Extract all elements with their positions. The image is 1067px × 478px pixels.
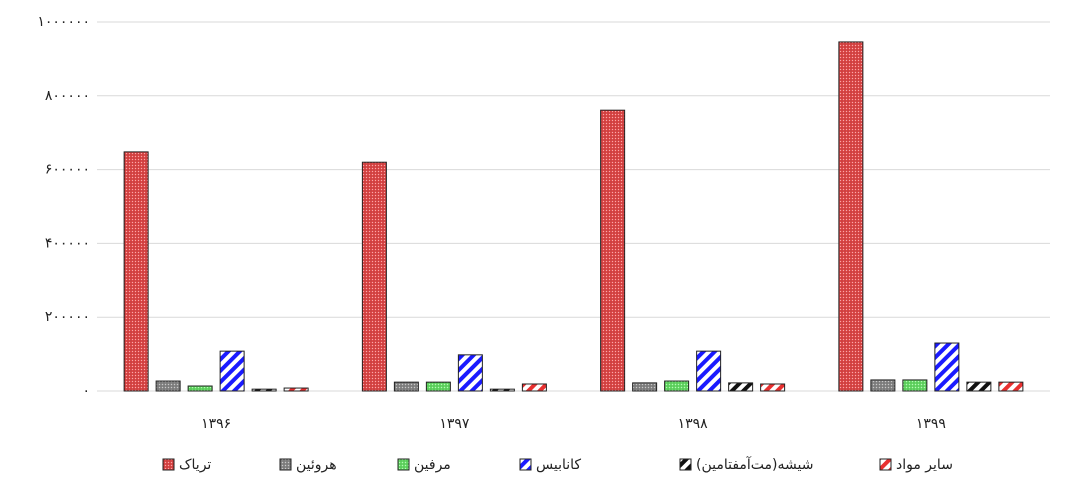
bar bbox=[489, 388, 515, 392]
legend-label: مرفین bbox=[414, 457, 451, 473]
legend-swatch bbox=[397, 458, 410, 471]
legend-swatch bbox=[879, 458, 892, 471]
legend-label: تریاک bbox=[179, 457, 211, 473]
bar bbox=[393, 381, 419, 392]
y-tick-label: ۱۰۰۰۰۰۰ bbox=[37, 14, 90, 30]
y-tick-label: ۲۰۰۰۰۰ bbox=[45, 309, 90, 325]
bar bbox=[902, 379, 928, 392]
legend-label: کانابیس bbox=[536, 457, 581, 473]
bar bbox=[760, 383, 786, 392]
legend-label: شیشه(مت‌آمفتامین) bbox=[696, 456, 813, 473]
x-tick-label: ۱۳۹۸ bbox=[678, 416, 709, 432]
legend-swatch bbox=[519, 458, 532, 471]
bar bbox=[966, 381, 992, 392]
y-tick-label: ۸۰۰۰۰۰ bbox=[45, 88, 90, 104]
legend-label: سایر مواد bbox=[896, 457, 953, 473]
bar bbox=[361, 161, 387, 392]
bar bbox=[870, 379, 896, 392]
bar bbox=[664, 380, 690, 392]
bar bbox=[998, 381, 1024, 392]
bar bbox=[838, 41, 864, 392]
bar bbox=[123, 151, 149, 392]
bar bbox=[425, 381, 451, 392]
bar bbox=[251, 388, 277, 392]
y-tick-label: ۴۰۰۰۰۰ bbox=[45, 235, 90, 251]
legend-swatch bbox=[162, 458, 175, 471]
x-tick-label: ۱۳۹۶ bbox=[201, 416, 231, 432]
y-tick-label: ۰ bbox=[82, 383, 90, 399]
bar bbox=[521, 383, 547, 392]
bar bbox=[457, 354, 483, 392]
x-tick-label: ۱۳۹۹ bbox=[916, 416, 946, 432]
legend-swatch bbox=[279, 458, 292, 471]
legend-label: هروئین bbox=[296, 457, 337, 473]
bar bbox=[155, 380, 181, 392]
bar bbox=[934, 342, 960, 392]
legend-swatch bbox=[679, 458, 692, 471]
bar bbox=[696, 350, 722, 392]
bar bbox=[219, 350, 245, 392]
x-tick-label: ۱۳۹۷ bbox=[439, 416, 470, 432]
bar bbox=[600, 109, 626, 392]
bar bbox=[283, 387, 309, 392]
y-tick-label: ۶۰۰۰۰۰ bbox=[45, 162, 90, 178]
bar bbox=[187, 385, 213, 392]
bar bbox=[632, 382, 658, 392]
bar bbox=[728, 382, 754, 392]
